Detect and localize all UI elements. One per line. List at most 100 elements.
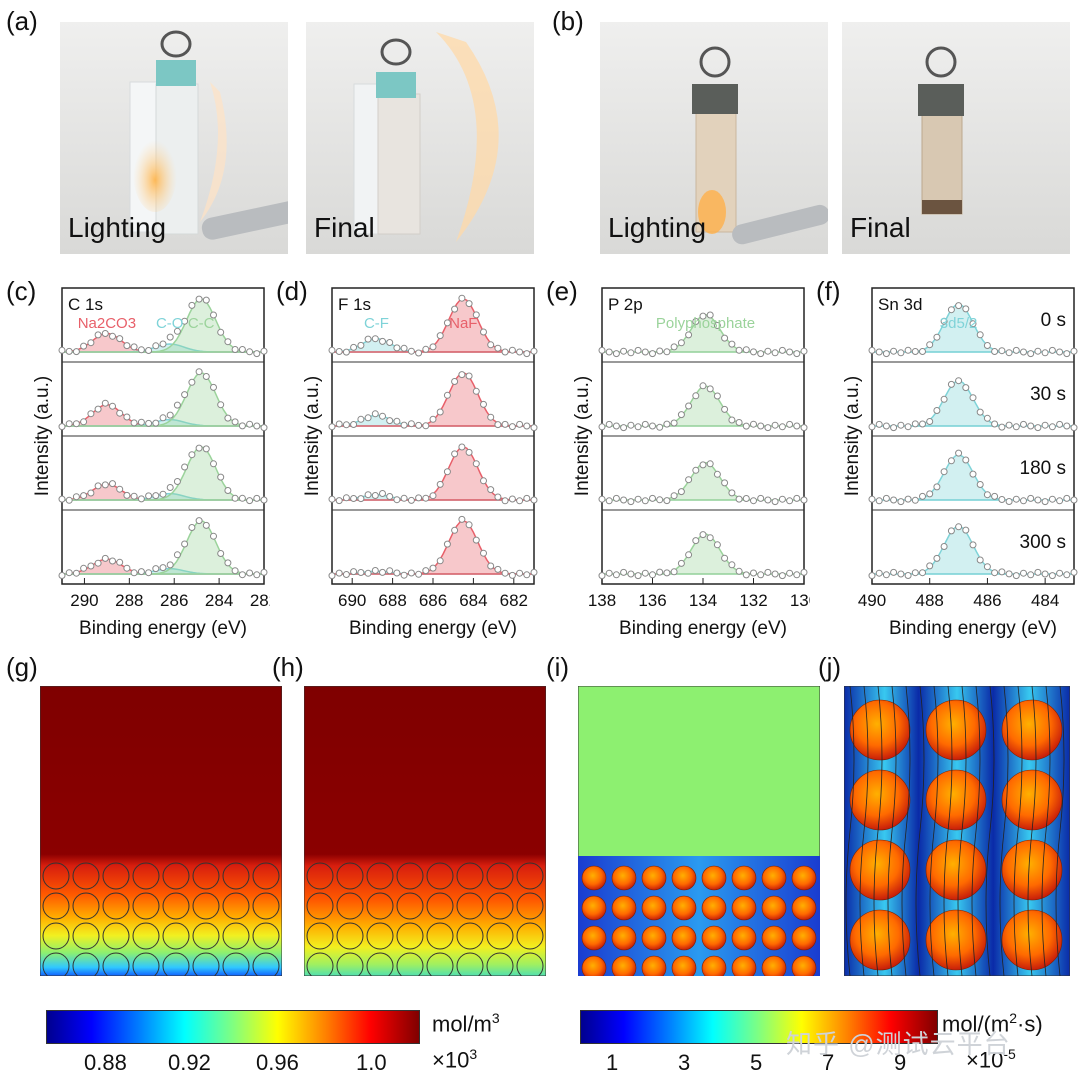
particle-outline	[252, 892, 280, 920]
data-point	[415, 349, 423, 357]
particle	[791, 925, 817, 951]
data-point	[1056, 348, 1064, 356]
data-point	[699, 382, 707, 390]
data-point	[933, 333, 941, 341]
peak-annotation: 3d5/2	[940, 315, 978, 332]
data-point	[80, 342, 88, 350]
data-point	[998, 423, 1006, 431]
data-point	[260, 347, 268, 355]
data-point	[778, 572, 786, 580]
data-point	[969, 541, 977, 549]
particle-outline	[456, 862, 484, 890]
data-point	[188, 524, 196, 531]
data-point	[1070, 568, 1078, 576]
particle-outline	[252, 862, 280, 890]
data-point	[750, 569, 757, 577]
data-point	[656, 347, 664, 355]
data-point	[181, 317, 189, 325]
data-point	[998, 568, 1006, 576]
data-point	[1041, 498, 1049, 506]
particle	[791, 865, 817, 891]
particle-outline	[72, 922, 100, 950]
data-point	[202, 296, 210, 304]
peak-annotation: Polyphosphate	[656, 315, 755, 332]
data-point	[1048, 346, 1056, 354]
data-point	[429, 415, 437, 423]
data-point	[685, 551, 693, 559]
data-point	[487, 341, 495, 349]
data-point	[897, 498, 905, 506]
particle-outline	[222, 862, 250, 890]
data-point	[750, 348, 757, 356]
data-point	[173, 327, 181, 335]
x-tick-label: 134	[689, 591, 717, 610]
series-label: 30 s	[1030, 384, 1066, 405]
data-point	[605, 348, 613, 356]
data-point	[238, 422, 246, 430]
particle	[761, 865, 787, 891]
particle-outline	[336, 892, 364, 920]
data-point	[371, 492, 379, 499]
data-point	[919, 420, 926, 428]
data-point	[386, 567, 394, 575]
data-point	[750, 497, 757, 505]
data-point	[786, 497, 794, 505]
x-tick-label: 138	[588, 591, 616, 610]
data-point	[260, 568, 268, 576]
data-point	[364, 569, 372, 577]
data-point	[911, 348, 919, 355]
colorbar-1-tick: 1.0	[356, 1050, 387, 1075]
data-point	[210, 460, 217, 468]
data-point	[919, 569, 926, 577]
particle	[581, 865, 607, 891]
data-point	[677, 339, 685, 347]
data-point	[713, 470, 721, 478]
data-point	[656, 496, 664, 504]
data-point	[663, 420, 671, 428]
data-point	[757, 571, 765, 579]
data-point	[904, 346, 912, 354]
data-point	[80, 564, 88, 572]
particle-outline	[192, 922, 220, 950]
data-point	[699, 531, 707, 539]
data-point	[962, 384, 970, 392]
data-point	[181, 463, 189, 471]
data-point	[598, 495, 606, 503]
flux-line	[1013, 685, 1023, 977]
particle	[731, 925, 757, 951]
colorbar-concentration	[46, 1010, 420, 1044]
data-point	[800, 568, 808, 576]
data-point	[202, 373, 210, 380]
data-point	[58, 495, 66, 503]
x-tick-label: 690	[338, 591, 366, 610]
data-point	[451, 526, 459, 534]
data-point	[494, 344, 502, 352]
chart-d: (d) F 1s 690 688 686 684 682 Binding energy (eV…	[270, 268, 540, 644]
data-point	[80, 492, 88, 500]
colorbar-1-tick: 0.96	[256, 1050, 299, 1075]
data-point	[101, 481, 109, 489]
data-point	[246, 569, 254, 577]
colorbar-1-unit: mol/m3	[432, 1010, 500, 1037]
data-point	[778, 423, 786, 431]
data-point	[58, 423, 66, 431]
data-point	[400, 421, 408, 429]
particle-outline	[72, 892, 100, 920]
data-point	[508, 346, 516, 354]
data-point	[933, 407, 941, 414]
data-point	[875, 569, 883, 577]
data-point	[620, 347, 628, 355]
flux-line	[887, 685, 897, 977]
series-label: 180 s	[1020, 458, 1066, 479]
data-point	[800, 496, 808, 504]
data-point	[202, 445, 210, 453]
data-point	[429, 492, 437, 500]
data-point	[983, 342, 991, 349]
data-point	[65, 496, 73, 504]
data-point	[692, 392, 700, 400]
data-point	[342, 571, 350, 578]
data-point	[1048, 572, 1056, 580]
data-point	[1005, 349, 1013, 357]
data-point	[224, 559, 232, 567]
data-point	[508, 423, 516, 431]
